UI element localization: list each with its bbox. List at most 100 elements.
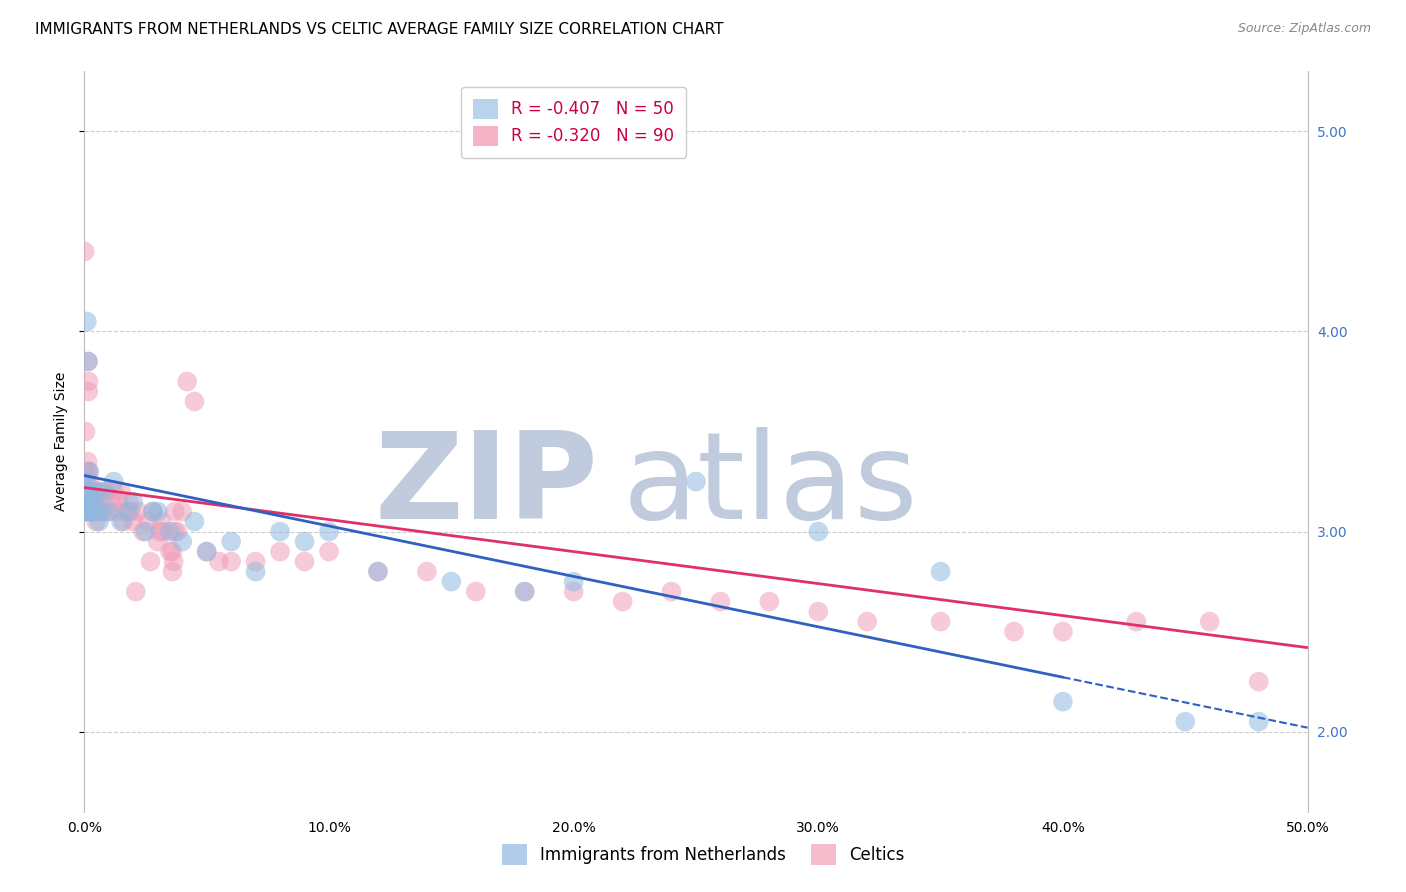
Point: [77, 354, 100, 368]
Point: [1052, 695, 1074, 709]
Point: [73, 484, 96, 499]
Point: [162, 565, 184, 579]
Point: [122, 494, 145, 508]
Point: [163, 524, 186, 539]
Point: [856, 615, 879, 629]
Point: [685, 475, 707, 489]
Point: [79, 494, 101, 508]
Point: [163, 505, 186, 519]
Point: [183, 394, 205, 409]
Point: [86, 494, 108, 508]
Point: [76, 484, 98, 499]
Y-axis label: Average Family Size: Average Family Size: [55, 372, 69, 511]
Point: [1125, 615, 1147, 629]
Point: [80, 484, 103, 499]
Point: [142, 505, 165, 519]
Point: [90, 494, 112, 508]
Point: [77, 484, 100, 499]
Point: [1174, 714, 1197, 729]
Point: [76, 484, 98, 499]
Point: [1002, 624, 1025, 639]
Point: [75, 484, 97, 499]
Point: [76, 314, 98, 328]
Point: [75, 494, 97, 508]
Point: [219, 534, 242, 549]
Point: [80, 505, 103, 519]
Point: [80, 484, 103, 499]
Point: [79, 475, 101, 489]
Text: IMMIGRANTS FROM NETHERLANDS VS CELTIC AVERAGE FAMILY SIZE CORRELATION CHART: IMMIGRANTS FROM NETHERLANDS VS CELTIC AV…: [35, 22, 724, 37]
Point: [122, 515, 145, 529]
Point: [97, 505, 120, 519]
Point: [75, 465, 97, 479]
Point: [807, 605, 830, 619]
Point: [110, 484, 132, 499]
Point: [107, 494, 129, 508]
Point: [195, 544, 218, 558]
Point: [93, 505, 115, 519]
Point: [115, 505, 138, 519]
Point: [149, 524, 172, 539]
Point: [139, 555, 162, 569]
Point: [159, 524, 181, 539]
Legend: R = -0.407   N = 50, R = -0.320   N = 90: R = -0.407 N = 50, R = -0.320 N = 90: [461, 87, 686, 158]
Point: [125, 584, 148, 599]
Point: [159, 544, 181, 558]
Point: [82, 494, 104, 508]
Point: [86, 484, 108, 499]
Point: [84, 505, 107, 519]
Point: [77, 384, 100, 399]
Point: [75, 465, 97, 479]
Point: [245, 555, 267, 569]
Point: [75, 494, 97, 508]
Point: [513, 584, 536, 599]
Point: [75, 425, 97, 439]
Point: [146, 505, 169, 519]
Point: [83, 494, 105, 508]
Point: [100, 494, 122, 508]
Point: [73, 484, 96, 499]
Text: ZIP: ZIP: [374, 427, 598, 544]
Point: [110, 515, 132, 529]
Point: [84, 515, 107, 529]
Point: [929, 565, 952, 579]
Point: [117, 494, 139, 508]
Point: [79, 505, 101, 519]
Text: Source: ZipAtlas.com: Source: ZipAtlas.com: [1237, 22, 1371, 36]
Point: [269, 524, 291, 539]
Point: [76, 465, 98, 479]
Point: [87, 515, 110, 529]
Point: [166, 524, 188, 539]
Point: [163, 555, 186, 569]
Point: [103, 475, 125, 489]
Point: [172, 505, 194, 519]
Text: atlas: atlas: [623, 427, 918, 544]
Point: [294, 534, 316, 549]
Point: [807, 524, 830, 539]
Point: [269, 544, 291, 558]
Point: [1052, 624, 1074, 639]
Point: [77, 484, 100, 499]
Point: [1247, 674, 1270, 689]
Point: [136, 515, 159, 529]
Point: [318, 524, 340, 539]
Point: [76, 475, 98, 489]
Point: [75, 505, 97, 519]
Point: [75, 484, 97, 499]
Point: [127, 505, 149, 519]
Point: [83, 505, 105, 519]
Point: [75, 484, 97, 499]
Point: [1247, 714, 1270, 729]
Point: [219, 555, 242, 569]
Point: [105, 505, 128, 519]
Point: [183, 515, 205, 529]
Point: [103, 484, 125, 499]
Point: [82, 505, 104, 519]
Point: [146, 534, 169, 549]
Point: [416, 565, 439, 579]
Point: [562, 584, 585, 599]
Point: [176, 375, 198, 389]
Point: [93, 484, 115, 499]
Point: [367, 565, 389, 579]
Point: [73, 244, 96, 259]
